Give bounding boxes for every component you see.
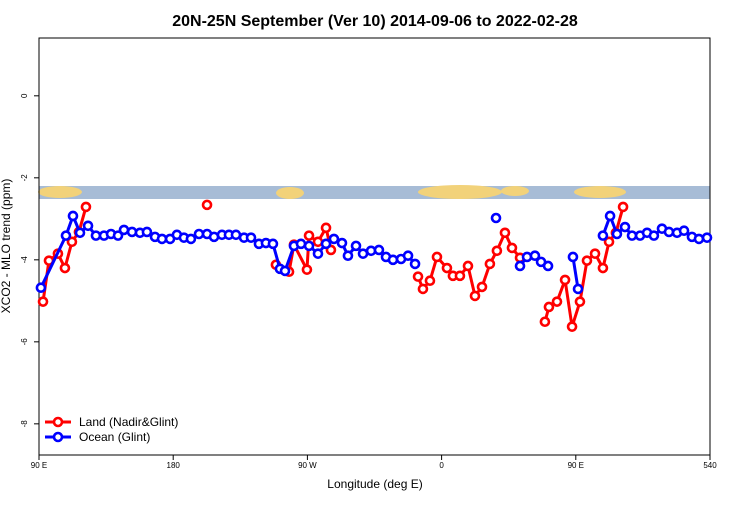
chart-title: 20N-25N September (Ver 10) 2014-09-06 to… [172,13,578,30]
data-point [567,251,579,263]
data-point [648,230,660,241]
data-point [589,248,601,259]
plot-frame [38,37,711,456]
data-point [82,220,94,232]
data-point [303,240,315,252]
data-point [267,238,279,250]
x-tick-label: 90 W [298,461,317,470]
data-point [201,199,213,211]
data-point [572,283,584,295]
data-point [462,260,474,272]
legend-marker [52,416,64,428]
data-point [506,242,518,254]
data-point [484,258,496,270]
data-point [529,250,541,262]
data-point [678,225,690,237]
data-point [328,233,340,245]
y-tick-label: -8 [20,420,29,428]
legend-label: Land (Nadir&Glint) [79,415,178,429]
data-point [35,282,47,294]
data-point [441,262,453,274]
data-point [320,222,332,234]
x-tick-label: 90 E [568,461,584,470]
data-point [611,228,623,240]
data-point [67,210,79,222]
data-point [301,264,313,275]
data-point [350,240,362,252]
data-point [490,212,502,224]
data-point [402,250,414,262]
y-axis-label: XCO2 - MLO trend (ppm) [0,179,13,314]
data-point [617,201,629,213]
data-point [454,270,466,282]
x-tick-label: 90 E [31,461,47,470]
data-point [603,236,615,248]
data-point [185,233,197,245]
data-point [303,230,315,241]
data-point [245,232,257,243]
data-point [476,281,488,293]
data-point [417,283,429,295]
legend-label: Ocean (Glint) [79,430,150,444]
data-point [279,265,291,277]
data-point [118,224,130,236]
y-tick-label: -2 [20,174,29,182]
data-point [80,201,92,213]
data-point [499,227,511,239]
x-tick-label: 540 [703,461,717,470]
x-tick-label: 0 [439,461,444,470]
data-point [112,230,124,241]
data-point [542,260,554,272]
data-point [59,262,71,274]
data-point [551,296,563,307]
data-point [581,255,593,266]
data-point [693,233,705,245]
y-tick-label: 0 [20,93,29,98]
data-point [295,238,307,250]
data-point [312,236,324,248]
legend-marker [52,431,64,443]
data-point [539,316,551,328]
data-point [597,230,609,241]
data-point [342,250,354,262]
data-point [66,236,78,248]
data-point [409,258,421,270]
data-point [373,244,385,256]
y-tick-label: -4 [20,256,29,264]
y-tick-label: -6 [20,338,29,346]
data-point [60,230,72,241]
data-point [514,260,526,272]
data-point [574,296,586,307]
data-point [387,254,399,266]
data-point [543,301,555,313]
data-point [424,275,436,287]
data-point [37,296,49,307]
x-axis-label: Longitude (deg E) [327,477,422,491]
map-strip [38,185,710,199]
data-point [320,238,332,250]
data-point [701,232,713,243]
data-point [559,274,571,286]
data-point [431,251,443,263]
data-point [604,210,616,222]
data-point [412,271,424,282]
data-point [597,262,609,274]
data-point [312,248,324,259]
data-point [336,237,348,249]
data-point [141,226,153,238]
data-point [619,221,631,233]
data-point [469,290,481,302]
data-point [74,227,86,239]
x-tick-label: 180 [167,461,181,470]
data-point [566,321,578,332]
data-point [663,226,675,238]
data-point [491,245,503,257]
